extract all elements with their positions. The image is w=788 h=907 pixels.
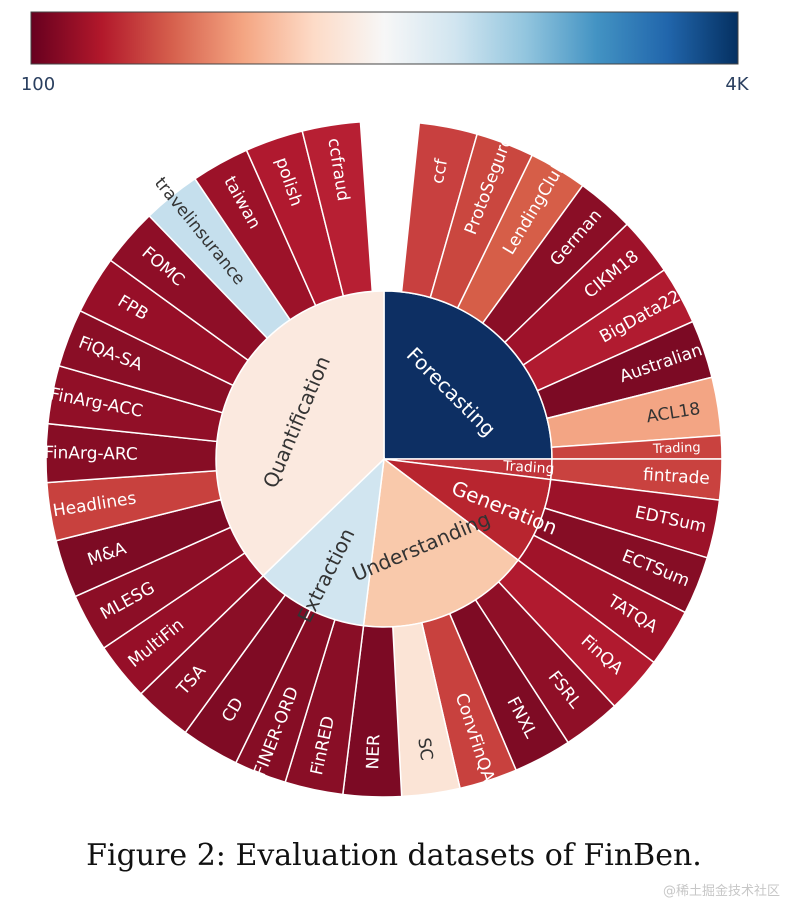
inner-label-trading: Trading bbox=[502, 458, 555, 477]
sunburst-chart: 100 4K ForecastingTradingGenerationUnder… bbox=[21, 11, 750, 798]
figure-caption: Figure 2: Evaluation datasets of FinBen. bbox=[86, 838, 702, 873]
colorbar-min-label: 100 bbox=[21, 74, 55, 95]
colorbar-max-label: 4K bbox=[725, 74, 749, 95]
colorbar bbox=[30, 11, 739, 65]
outer-label-sc: SC bbox=[413, 737, 436, 762]
watermark: @稀土掘金技术社区 bbox=[662, 884, 780, 899]
outer-label-ccf: ccf bbox=[428, 156, 453, 185]
outer-label-ner: NER bbox=[363, 734, 384, 770]
outer-segment-ccfraud bbox=[301, 121, 374, 297]
sunburst-segments bbox=[45, 121, 723, 798]
outer-label-trading: Trading bbox=[652, 440, 701, 457]
outer-label-fintrade: fintrade bbox=[642, 465, 710, 489]
outer-label-finarg-arc: FinArg-ARC bbox=[44, 443, 138, 465]
